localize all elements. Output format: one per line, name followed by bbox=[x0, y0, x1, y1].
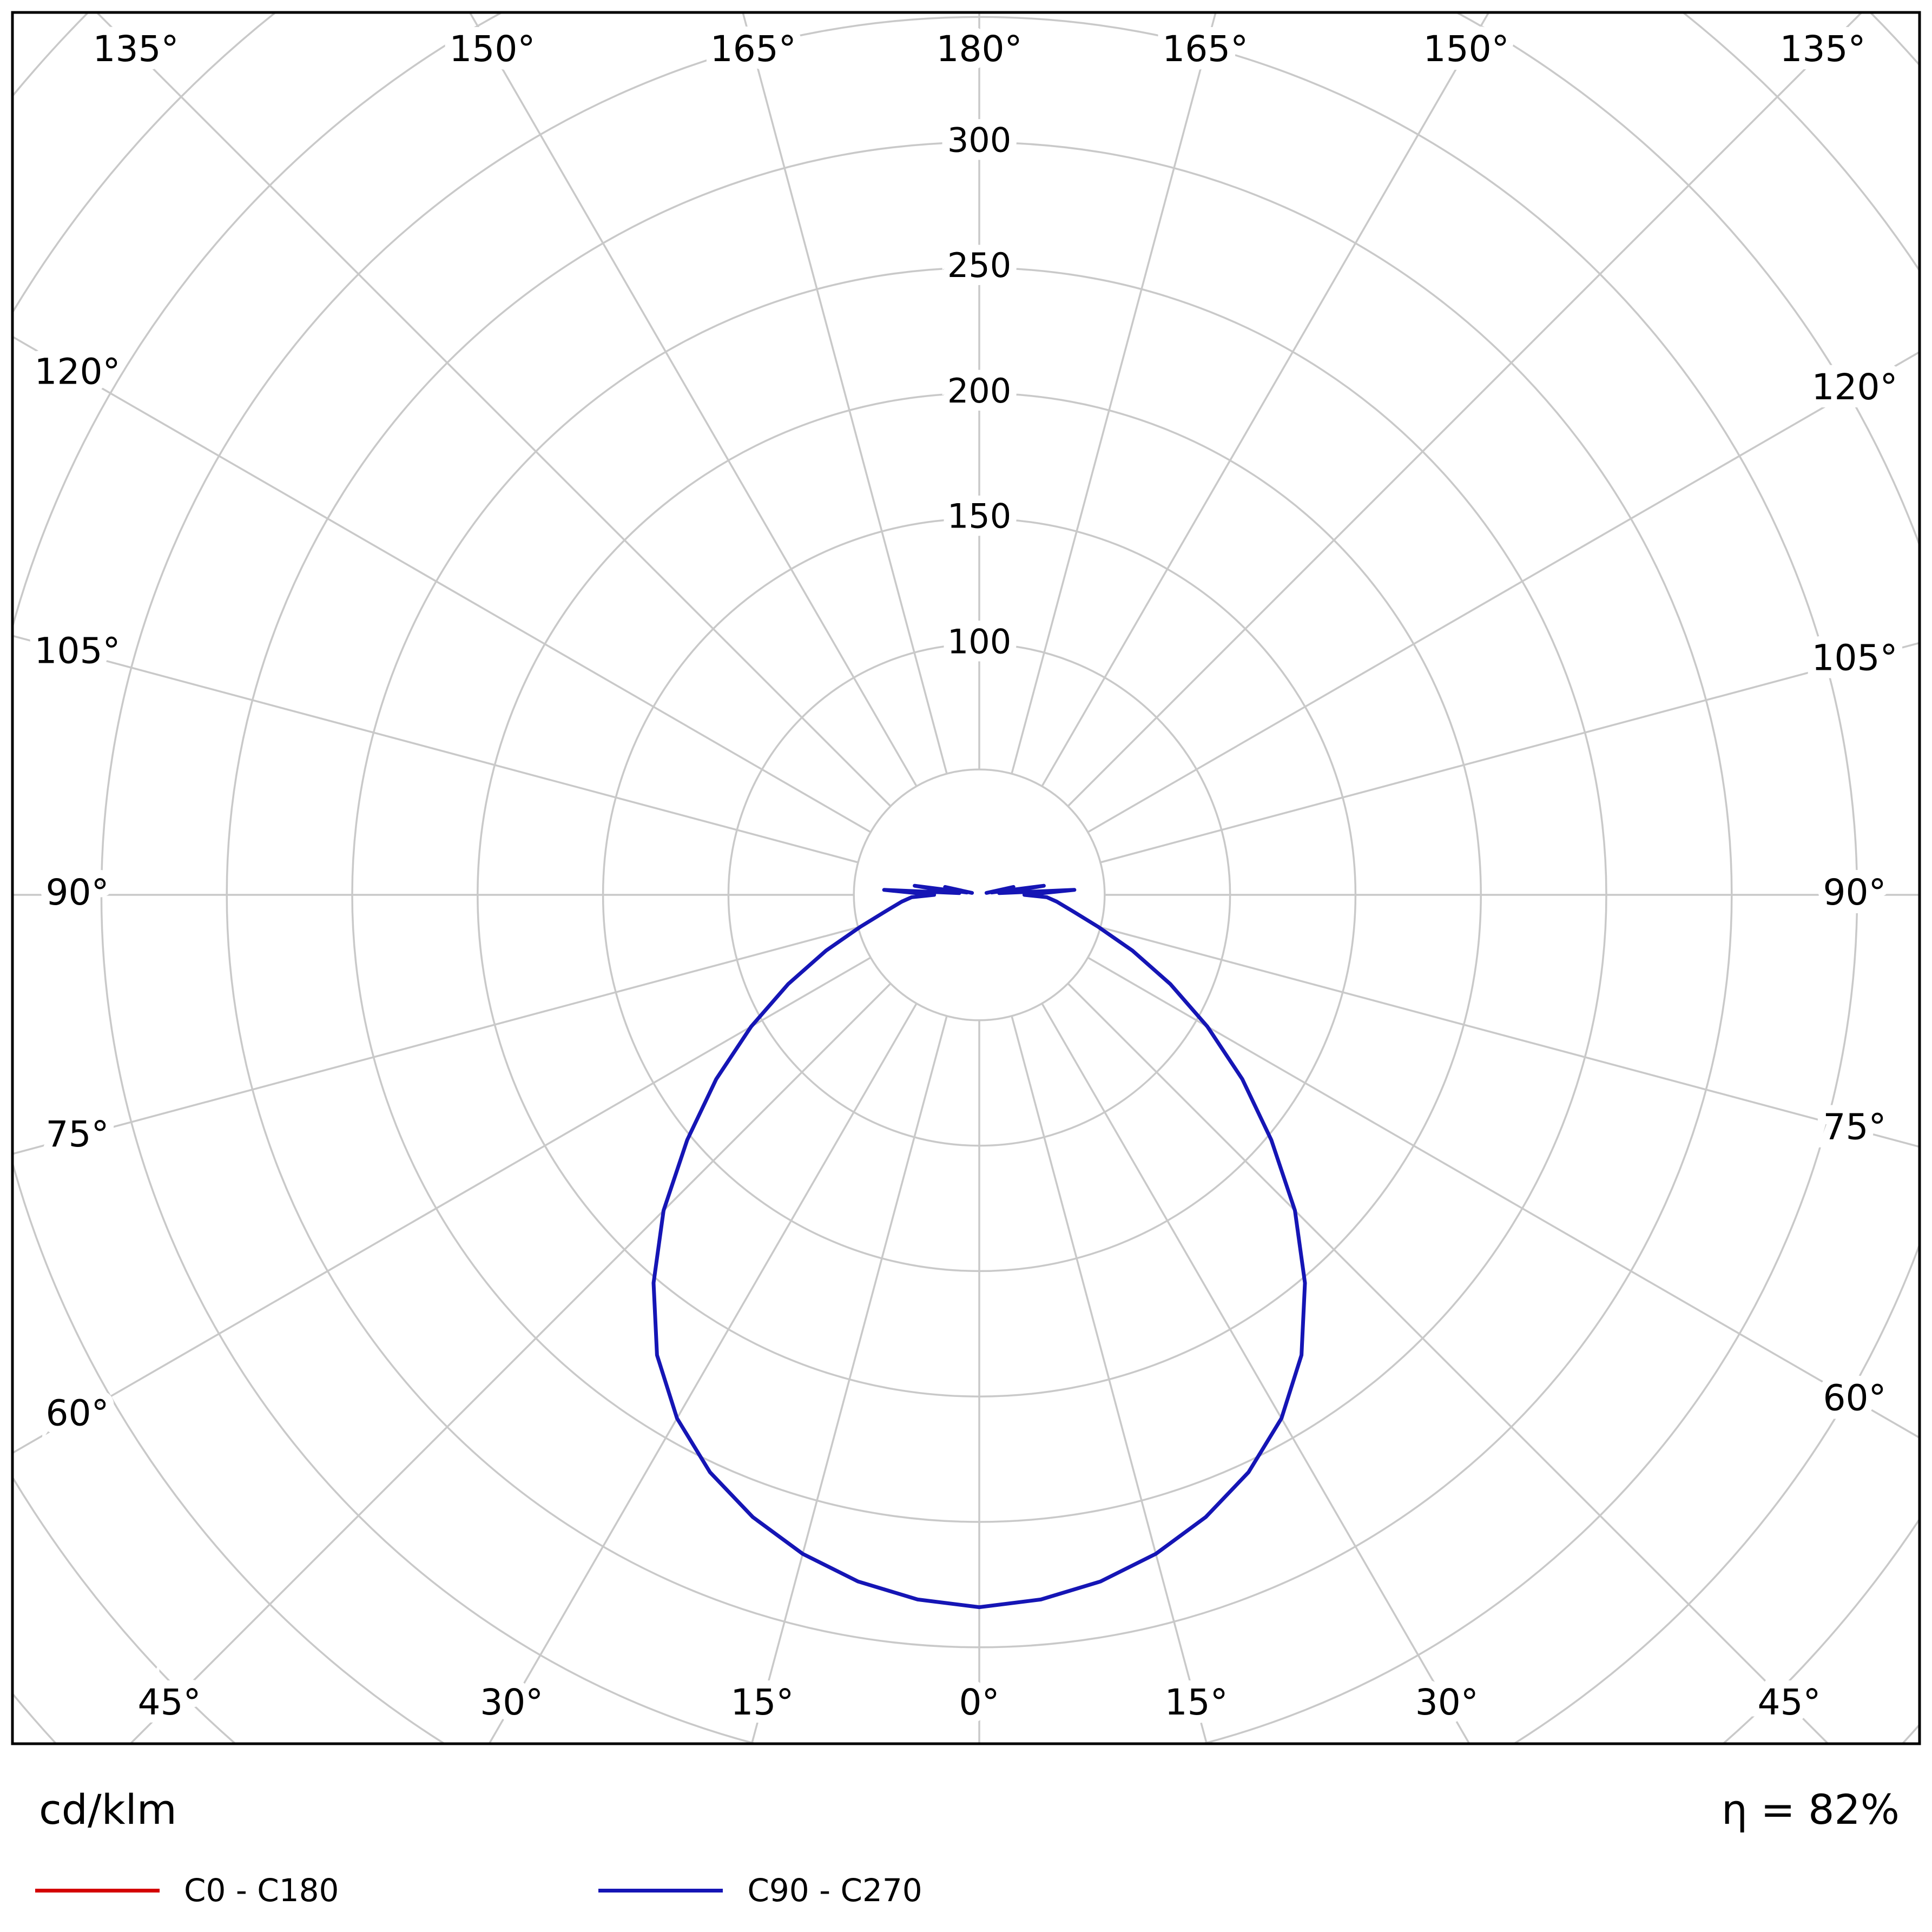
angle-label: 120° bbox=[35, 351, 121, 393]
angle-label: 60° bbox=[1823, 1377, 1887, 1419]
polar-grid-spoke bbox=[12, 957, 872, 1454]
angle-label: 45° bbox=[1758, 1682, 1821, 1723]
radial-tick-label: 150 bbox=[947, 497, 1011, 536]
angle-label: 105° bbox=[1812, 637, 1898, 679]
angle-label: 150° bbox=[449, 28, 535, 70]
polar-grid-spoke bbox=[129, 983, 892, 1744]
angle-label: 30° bbox=[480, 1682, 543, 1723]
chart-legend: C0 - C180 C90 - C270 bbox=[35, 1872, 922, 1909]
polar-grid-spoke bbox=[12, 335, 872, 833]
angle-label: 165° bbox=[1162, 28, 1248, 70]
legend-item-c0-c180: C0 - C180 bbox=[35, 1872, 339, 1909]
legend-line-red bbox=[35, 1888, 160, 1893]
polar-grid-spoke bbox=[1041, 12, 1490, 787]
angle-label: 45° bbox=[138, 1682, 201, 1723]
polar-grid-spoke bbox=[1100, 642, 1920, 863]
angle-label: 90° bbox=[46, 872, 109, 913]
angle-label: 135° bbox=[93, 28, 179, 70]
units-label: cd/klm bbox=[39, 1785, 177, 1834]
angle-label: 135° bbox=[1780, 28, 1866, 70]
angle-label: 60° bbox=[46, 1392, 109, 1434]
radial-tick-label: 300 bbox=[947, 120, 1011, 160]
polar-grid-spoke bbox=[469, 12, 918, 787]
angle-label: 15° bbox=[730, 1682, 794, 1723]
angle-label: 105° bbox=[35, 630, 121, 671]
angle-label: 75° bbox=[46, 1113, 109, 1155]
radial-tick-label: 100 bbox=[947, 622, 1011, 661]
angle-label: 90° bbox=[1823, 872, 1887, 913]
chart-frame bbox=[11, 11, 1921, 1745]
polar-grid-spoke bbox=[1067, 983, 1830, 1744]
angle-label: 0° bbox=[959, 1682, 1000, 1723]
polar-grid-spoke bbox=[1041, 1003, 1471, 1744]
polar-grid-spoke bbox=[488, 1003, 918, 1744]
efficiency-label: η = 82% bbox=[1721, 1785, 1900, 1834]
polar-grid-spoke bbox=[1067, 12, 1863, 807]
polar-grid-spoke bbox=[1087, 957, 1920, 1439]
polar-grid-spoke bbox=[1100, 926, 1920, 1148]
radial-tick-label: 200 bbox=[947, 371, 1011, 411]
angle-label: 120° bbox=[1812, 366, 1898, 408]
curve-c90-c270 bbox=[651, 883, 1307, 1610]
angle-label: 165° bbox=[710, 28, 796, 70]
legend-label-c0-c180: C0 - C180 bbox=[184, 1872, 339, 1909]
polar-grid-spoke bbox=[12, 635, 859, 863]
polar-grid-spoke bbox=[742, 12, 948, 774]
angle-label: 30° bbox=[1415, 1682, 1479, 1723]
polar-grid-spoke bbox=[12, 926, 859, 1155]
radial-tick-label: 250 bbox=[947, 246, 1011, 285]
angle-label: 15° bbox=[1165, 1682, 1228, 1723]
polar-grid-spoke bbox=[750, 1016, 948, 1744]
polar-grid-spoke bbox=[1011, 12, 1217, 774]
polar-grid-spoke bbox=[1087, 351, 1920, 833]
angle-label: 180° bbox=[937, 28, 1023, 70]
legend-label-c90-c270: C90 - C270 bbox=[747, 1872, 922, 1909]
legend-line-blue bbox=[598, 1888, 723, 1893]
angle-label: 75° bbox=[1823, 1106, 1887, 1148]
polar-grid-spoke bbox=[1011, 1016, 1208, 1744]
legend-item-c90-c270: C90 - C270 bbox=[598, 1872, 922, 1909]
polar-grid-spoke bbox=[95, 12, 892, 807]
angle-label: 150° bbox=[1423, 28, 1509, 70]
